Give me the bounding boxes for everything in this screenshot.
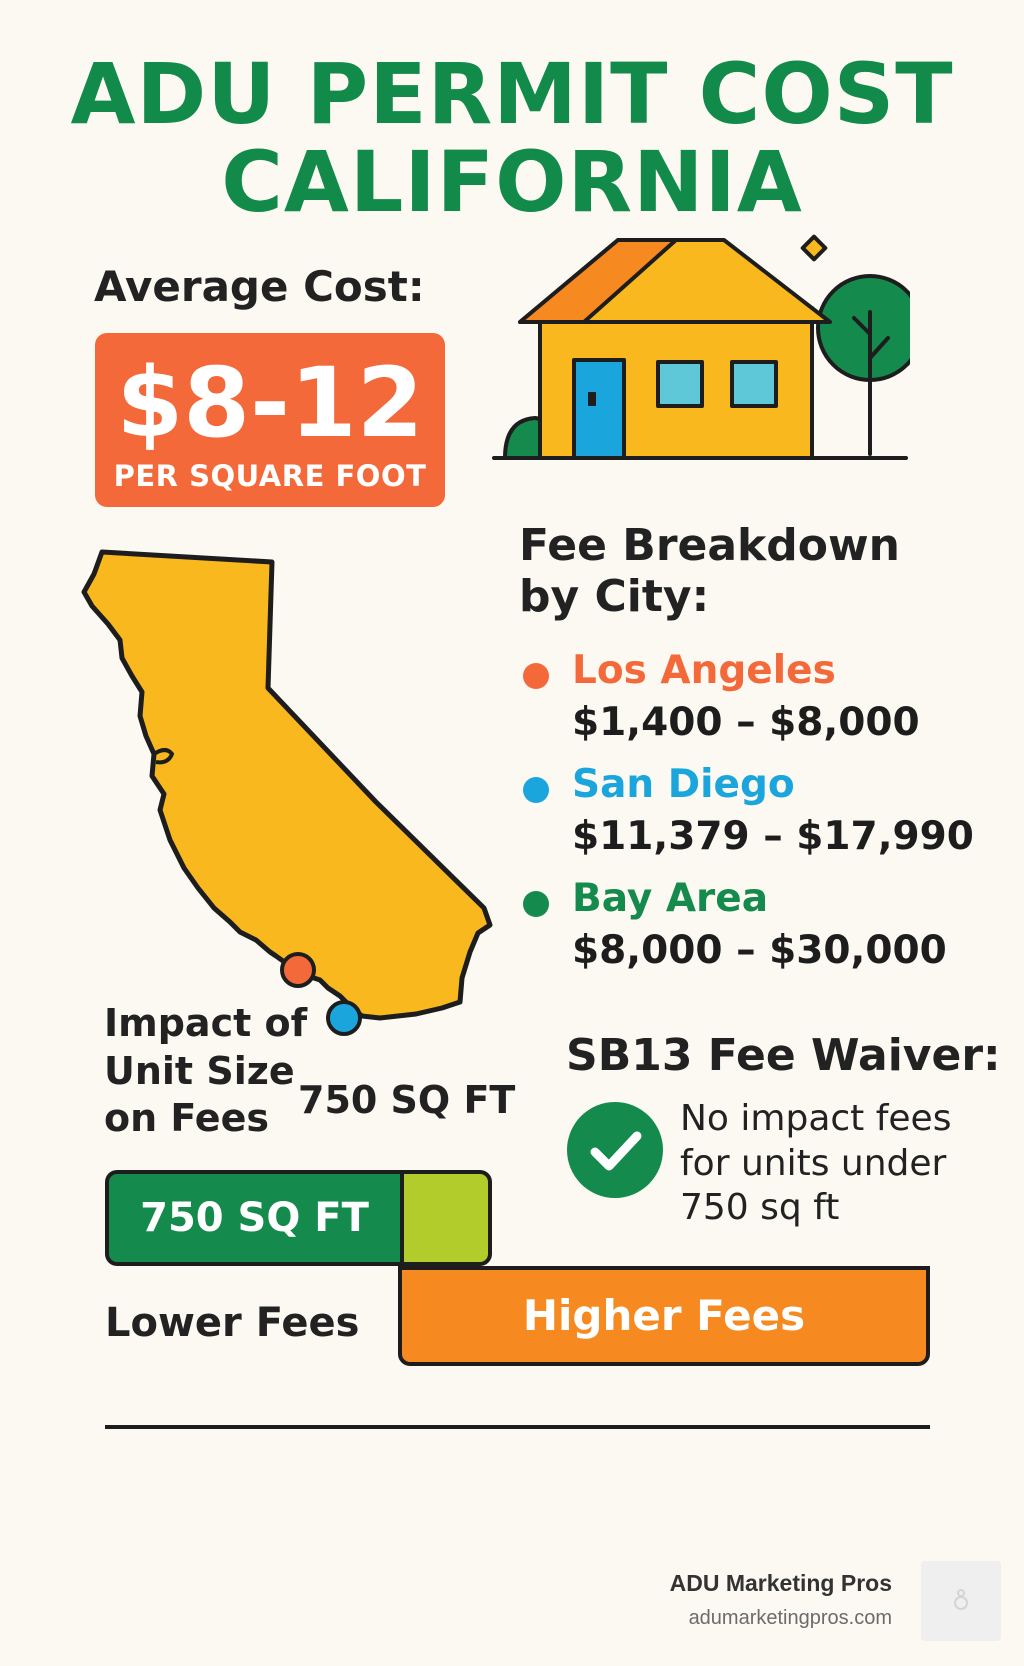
california-map	[81, 549, 493, 1036]
city-range-los-angeles: $1,400 – $8,000	[572, 700, 920, 745]
unit-size-impact-label: Impact of Unit Size on Fees	[104, 1001, 308, 1140]
average-cost-label: Average Cost:	[94, 262, 425, 311]
brand-block: ADU Marketing Pros adumarketingpros.com	[600, 1570, 892, 1630]
brand-logo-icon	[921, 1561, 1001, 1641]
brand-url: adumarketingpros.com	[688, 1607, 892, 1629]
average-cost-box: $8-12 PER SQUARE FOOT	[95, 333, 445, 507]
brand-name: ADU Marketing Pros	[669, 1570, 892, 1596]
fee-breakdown-heading: Fee Breakdown by City:	[519, 520, 901, 623]
los-angeles-marker	[280, 952, 316, 988]
waiver-text: No impact fees for units under 750 sq ft	[680, 1098, 952, 1229]
san-diego-marker	[326, 1000, 362, 1036]
bay-area-dot-icon	[523, 891, 549, 917]
san-diego-dot-icon	[523, 777, 549, 803]
check-icon	[567, 1102, 663, 1198]
city-range-san-diego: $11,379 – $17,990	[572, 814, 974, 859]
california-shape	[81, 549, 493, 1021]
city-name-san-diego: San Diego	[572, 762, 795, 807]
divider	[105, 1425, 930, 1429]
page-title-line-1: ADU PERMIT COST	[70, 45, 954, 143]
page-title-line-2: CALIFORNIA	[221, 133, 803, 231]
los-angeles-dot-icon	[523, 663, 549, 689]
city-name-bay-area: Bay Area	[572, 876, 769, 921]
map-sqft-label: 750 SQ FT	[298, 1078, 516, 1122]
lower-fees-label: Lower Fees	[105, 1300, 360, 1346]
higher-fees-bar: Higher Fees	[398, 1266, 930, 1366]
average-cost-value: $8-12	[116, 347, 424, 459]
sparkle-icon	[800, 234, 828, 262]
city-name-los-angeles: Los Angeles	[572, 648, 836, 693]
house-illustration	[492, 234, 910, 460]
waiver-title: SB13 Fee Waiver:	[566, 1030, 1001, 1081]
small-unit-bar: 750 SQ FT	[105, 1170, 400, 1266]
average-cost-unit: PER SQUARE FOOT	[113, 459, 427, 493]
mid-unit-bar	[400, 1170, 492, 1266]
city-range-bay-area: $8,000 – $30,000	[572, 928, 947, 973]
